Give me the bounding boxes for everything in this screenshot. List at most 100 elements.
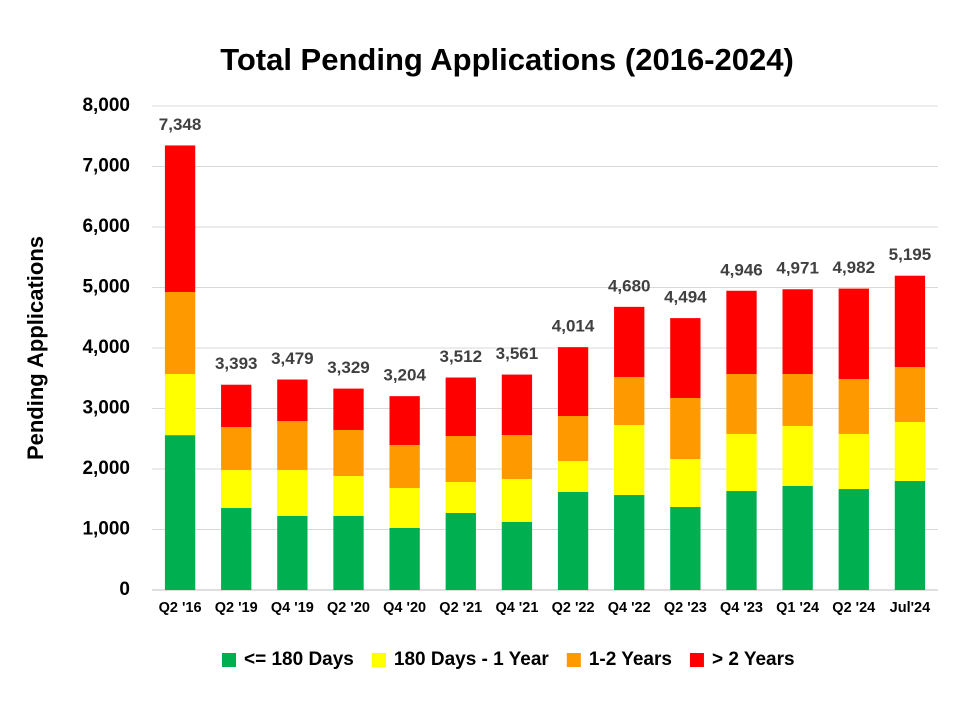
x-tick-label: Q2 '24 [832,600,875,616]
bar-segment [782,425,813,487]
bar-segment [782,289,813,375]
y-axis-label: Pending Applications [23,236,48,460]
legend-swatch [566,653,581,667]
x-tick-label: Jul'24 [890,600,931,616]
total-label: 5,195 [889,245,932,264]
chart-title: Total Pending Applications (2016-2024) [220,42,794,77]
bar-segment [221,508,252,590]
bar-segment [501,434,533,479]
bar-segment [838,433,869,490]
bar-segment [782,486,813,590]
bar-segment [277,516,308,590]
y-tick-label: 2,000 [82,458,130,479]
x-tick-label: Q2 '20 [327,600,370,616]
x-tick-label: Q2 '23 [664,600,707,616]
bar-segment [445,377,476,437]
bar-segment [894,421,926,481]
bar-segment [894,480,926,590]
bar-segment [614,376,645,426]
total-label: 3,479 [271,349,314,368]
legend-label: > 2 Years [712,649,795,670]
x-tick-label: Q2 '22 [552,600,595,616]
bar-segment [838,489,869,590]
legend-swatch [222,653,236,667]
bar-segment [614,495,645,590]
bar-segment [838,288,869,379]
x-tick-label: Q4 '22 [608,600,651,616]
y-tick-label: 4,000 [82,337,130,358]
x-tick-label: Q2 '16 [159,600,202,616]
bar-segment [333,388,364,430]
bar-segment [894,366,926,422]
bar-segment [501,478,533,522]
bar-segment [670,506,701,590]
bar-segment [501,374,533,435]
total-label: 3,204 [383,366,426,385]
total-label: 3,512 [440,347,483,366]
legend-swatch [689,653,704,667]
bar-segment [277,470,308,517]
bar-segment [389,396,420,445]
bar-segment [221,384,252,428]
legend-label: 180 Days - 1 Year [394,649,550,670]
x-tick-label: Q4 '20 [383,600,426,616]
bar-segment [670,397,701,460]
total-label: 4,494 [664,288,707,307]
bar-segment [333,429,364,477]
bar-segment [445,436,476,483]
bar-segment [557,416,589,462]
y-tick-label: 1,000 [82,519,130,540]
x-tick-label: Q2 '21 [439,600,482,616]
bar-segment [726,290,757,375]
y-tick-label: 0 [119,579,130,600]
bar-segment [389,444,420,488]
bar-segment [726,433,757,492]
total-label: 4,680 [608,276,651,295]
x-tick-label: Q4 '21 [495,600,538,616]
legend-label: 1-2 Years [589,649,672,670]
bar-segment [333,516,364,590]
legend-swatch [371,653,386,667]
total-label: 4,971 [776,259,819,278]
bar-segment [164,145,196,292]
y-tick-label: 3,000 [82,398,130,419]
x-tick-label: Q2 '19 [215,600,258,616]
total-label: 3,561 [496,344,539,363]
bar-segment [501,521,533,590]
bar-segment [164,291,196,375]
legend-label: <= 180 Days [244,649,354,670]
bar-segment [557,347,589,417]
bar-segment [389,527,420,590]
bar-segment [445,482,476,513]
bar-segment [838,378,869,434]
bar-segment [726,491,757,590]
bar-segment [221,470,252,509]
x-tick-label: Q1 '24 [776,600,819,616]
bar-segment [670,459,701,507]
total-label: 3,393 [215,354,258,373]
bar-segment [614,425,645,496]
y-tick-label: 7,000 [82,156,130,177]
bar-segment [557,461,589,492]
bar-segment [333,476,364,517]
y-tick-label: 8,000 [82,95,130,116]
bar-segment [221,427,252,471]
total-label: 3,329 [327,358,370,377]
bar-segment [894,275,926,367]
y-tick-label: 5,000 [82,277,130,298]
total-label: 7,348 [159,115,202,134]
bar-segment [277,379,308,422]
bar-segment [164,435,196,590]
total-label: 4,946 [720,260,763,279]
bar-segment [726,374,757,434]
bar-segment [389,487,420,528]
bar-segment [164,374,196,436]
y-tick-label: 6,000 [82,216,130,237]
bar-segment [670,318,701,398]
x-tick-label: Q4 '23 [720,600,763,616]
total-label: 4,982 [833,258,876,277]
bar-segment [277,421,308,471]
bar-segment [782,374,813,426]
x-tick-label: Q4 '19 [271,600,314,616]
